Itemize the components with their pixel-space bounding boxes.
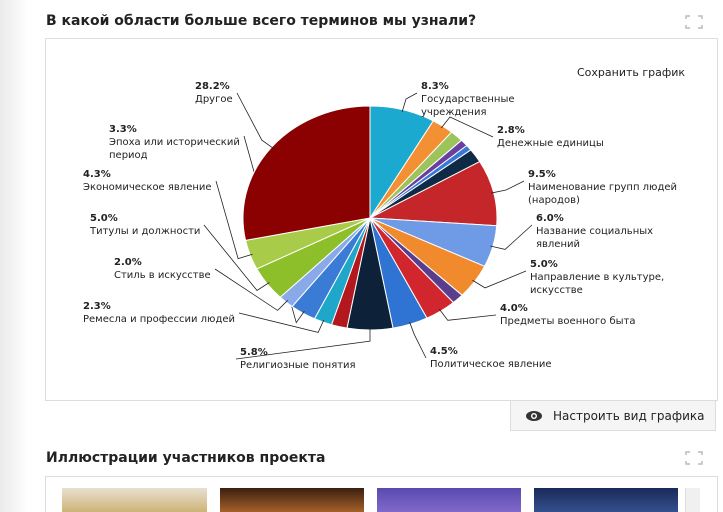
thumbnail[interactable] [377, 488, 521, 512]
leader-line [409, 321, 427, 359]
slice-name-label: Другое [195, 94, 233, 105]
illustrations-heading: Иллюстрации участников проекта [46, 450, 326, 466]
slice-value-label: 2.8% [497, 125, 525, 136]
gallery-panel [45, 476, 718, 512]
slice-name-label: Стиль в искусстве [114, 270, 211, 281]
leader-line [472, 270, 527, 289]
eye-icon [526, 410, 542, 421]
slice-value-label: 3.3% [109, 124, 137, 135]
slice-value-label: 2.3% [83, 301, 111, 312]
leader-line [203, 224, 270, 291]
pie-slice [242, 105, 371, 241]
leader-line [238, 312, 325, 333]
slice-value-label: 4.0% [500, 303, 528, 314]
leader-line [440, 116, 494, 138]
slice-value-label: 28.2% [195, 81, 230, 92]
chart-heading: В какой области больше всего терминов мы… [46, 13, 477, 29]
slice-name-label: Политическое явление [430, 359, 552, 370]
expand-icon[interactable] [684, 450, 704, 466]
leader-line [214, 268, 288, 311]
slice-value-label: 5.0% [90, 213, 118, 224]
slice-name-label: Экономическое явление [83, 182, 212, 193]
save-button[interactable]: Сохранить график [577, 66, 686, 79]
slice-value-label: 5.8% [240, 347, 268, 358]
leader-line [491, 180, 525, 194]
chart-panel [45, 38, 718, 401]
side-strip [0, 0, 28, 512]
slice-name-label: Предметы военного быта [500, 316, 636, 327]
scrollbar[interactable] [685, 488, 700, 512]
slice-name-label: Направление в культуре, искусстве [530, 272, 665, 296]
leader-line [401, 92, 418, 113]
thumbnail[interactable] [220, 488, 364, 512]
configure-button[interactable]: Настроить вид графика [510, 400, 716, 431]
slice-name-label: Название социальных явлений [536, 226, 654, 250]
leader-line [235, 327, 371, 360]
leader-line [490, 224, 533, 250]
slice-name-label: Государственные учреждения [421, 94, 515, 118]
slice-value-label: 8.3% [421, 81, 449, 92]
slice-name-label: Титулы и должности [90, 226, 201, 237]
slice-name-label: Ремесла и профессии людей [83, 314, 236, 325]
thumbnail[interactable] [534, 488, 678, 512]
configure-label: Настроить вид графика [553, 408, 705, 423]
slice-value-label: 5.0% [530, 259, 558, 270]
leader-line [236, 92, 274, 149]
expand-icon[interactable] [684, 14, 704, 30]
slice-value-label: 2.0% [114, 257, 142, 268]
slice-name-label: Денежные единицы [497, 138, 604, 149]
slice-value-label: 6.0% [536, 213, 564, 224]
slice-name-label: Эпоха или исторический период [109, 137, 240, 161]
thumbnail[interactable] [62, 488, 207, 512]
slice-value-label: 9.5% [528, 169, 556, 180]
slice-name-label: Наименование групп людей (народов) [528, 182, 678, 206]
slice-value-label: 4.5% [430, 346, 458, 357]
leader-line [438, 308, 497, 321]
leader-line [215, 180, 253, 260]
slice-name-label: Религиозные понятия [240, 360, 356, 371]
slice-value-label: 4.3% [83, 169, 111, 180]
